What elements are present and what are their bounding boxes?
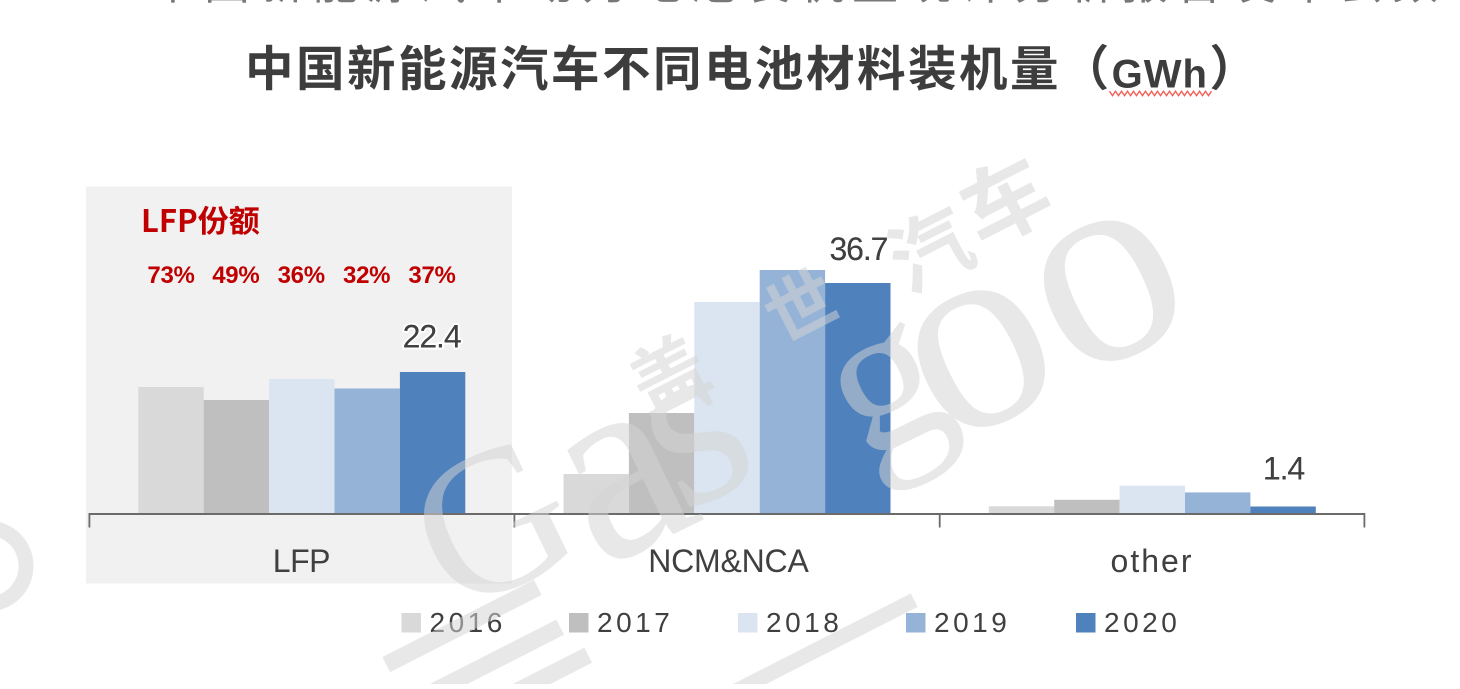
svg-text:73%: 73% (147, 262, 194, 289)
svg-text:37%: 37% (408, 262, 455, 289)
svg-text:22.4: 22.4 (403, 318, 461, 354)
svg-text:22.4: 22.4 (403, 318, 461, 354)
svg-text:36%: 36% (278, 262, 325, 289)
svg-text:other: other (1111, 543, 1194, 579)
svg-text:36.7: 36.7 (829, 231, 887, 267)
svg-text:LFP: LFP (273, 543, 330, 579)
svg-text:2018: 2018 (766, 607, 842, 638)
svg-text:GWh: GWh (1112, 52, 1208, 96)
svg-text:2017: 2017 (597, 607, 673, 638)
svg-text:36.7: 36.7 (829, 231, 887, 267)
svg-text:2019: 2019 (934, 607, 1010, 638)
svg-text:2020: 2020 (1104, 607, 1180, 638)
svg-text:49%: 49% (212, 262, 259, 289)
svg-text:32%: 32% (343, 262, 390, 289)
svg-text:1.4: 1.4 (1263, 451, 1304, 487)
svg-text:NCM&NCA: NCM&NCA (648, 543, 809, 579)
svg-text:1.4: 1.4 (1263, 451, 1304, 487)
